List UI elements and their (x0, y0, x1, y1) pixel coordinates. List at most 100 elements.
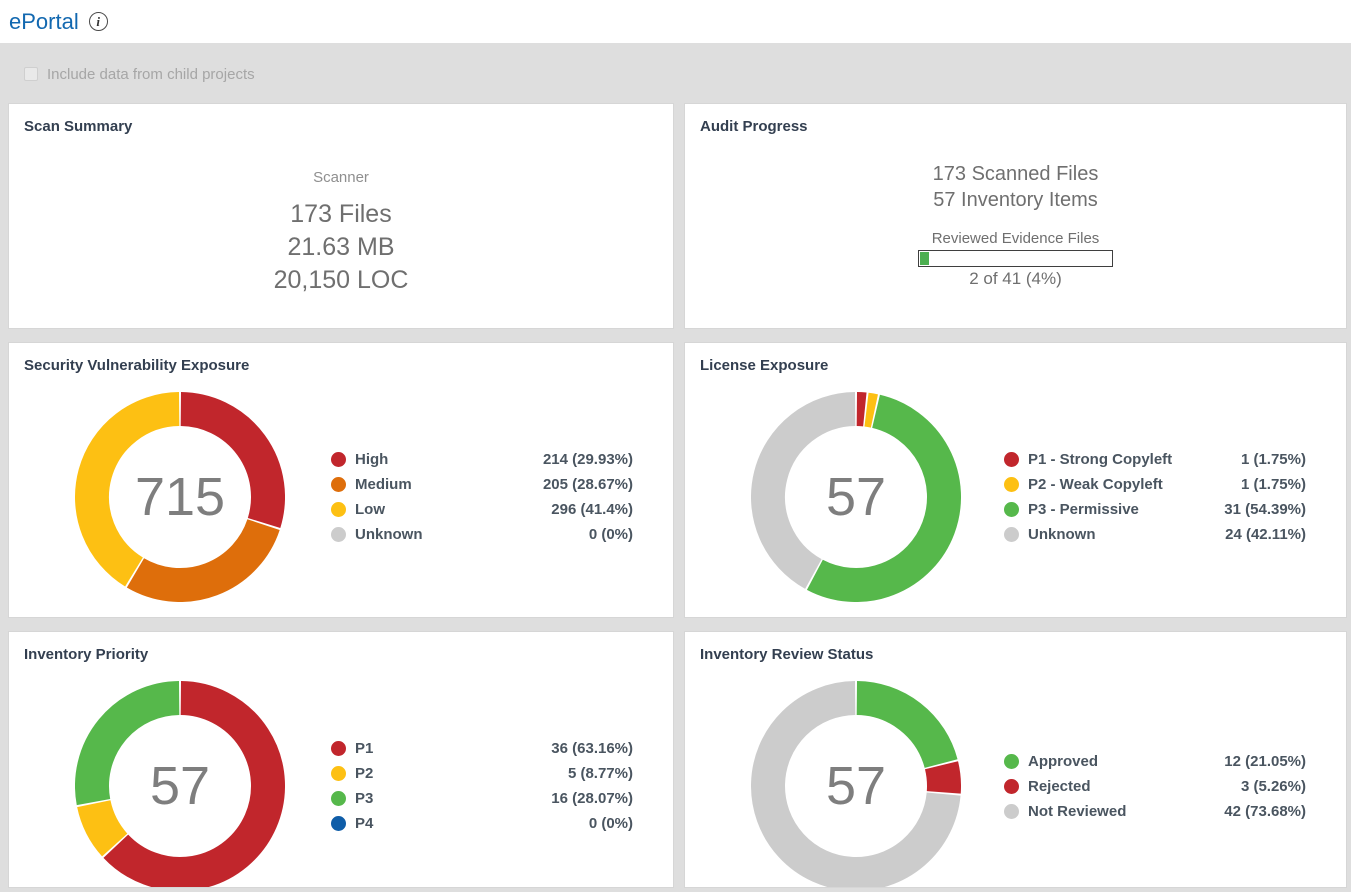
legend-row: P2 5 (8.77%) (331, 762, 633, 786)
legend-dot-icon (1004, 803, 1019, 819)
donut-segment-p2[interactable] (77, 799, 128, 857)
legend-dot-icon (331, 766, 346, 781)
license-exposure-panel: License Exposure 57 P1 - Strong Copyleft… (684, 342, 1347, 618)
donut-segment-low[interactable] (75, 392, 180, 587)
reviewed-evidence-label: Reviewed Evidence Files (931, 230, 1100, 247)
donut-segment-medium[interactable] (126, 518, 280, 602)
inventory-priority-panel: Inventory Priority 57 P1 36 (63.16%) P2 5 (… (8, 631, 674, 888)
legend-row: Rejected 3 (5.26%) (1004, 774, 1306, 798)
legend-row: High 214 (29.93%) (331, 448, 633, 472)
inventory-items-value: 57 Inventory Items (933, 189, 1098, 211)
inventory-review-title: Inventory Review Status (700, 646, 874, 663)
donut-segment-not-reviewed[interactable] (751, 681, 961, 887)
legend-row: P3 - Permissive 31 (54.39%) (1004, 498, 1306, 522)
legend-row: P2 - Weak Copyleft 1 (1.75%) (1004, 473, 1306, 497)
security-donut-chart[interactable]: 715 (75, 392, 285, 602)
legend-label: Rejected (1028, 777, 1091, 795)
security-vulnerability-panel: Security Vulnerability Exposure 715 High… (8, 342, 674, 618)
legend-row: Low 296 (41.4%) (331, 498, 633, 522)
legend-label: P1 - Strong Copyleft (1028, 451, 1173, 468)
legend-label: Medium (355, 476, 412, 493)
legend-dot-icon (1004, 753, 1019, 769)
priority-legend: P1 36 (63.16%) P2 5 (8.77%) P3 16 (28.07%) P4 0… (331, 736, 633, 837)
donut-segment-high[interactable] (180, 392, 285, 529)
donut-segment-unknown[interactable] (751, 392, 856, 589)
legend-row: Unknown 24 (42.11%) (1004, 523, 1306, 547)
donut-segment-rejected[interactable] (924, 761, 961, 794)
legend-dot-icon (1004, 778, 1019, 794)
child-projects-filter: Include data from child projects (24, 65, 1351, 83)
legend-label: Not Reviewed (1028, 802, 1127, 820)
progress-fill (920, 252, 930, 265)
scan-loc-value: 20,150 LOC (273, 266, 409, 294)
scan-summary-panel: Scan Summary Scanner 173 Files 21.63 MB … (8, 103, 674, 329)
legend-dot-icon (331, 741, 346, 756)
legend-dot-icon (331, 477, 346, 492)
legend-label: P4 (355, 815, 374, 832)
legend-dot-icon (331, 791, 346, 806)
priority-donut-chart[interactable]: 57 (75, 681, 285, 887)
legend-value: 0 (0%) (588, 526, 633, 543)
legend-value: 5 (8.77%) (567, 765, 633, 782)
page-header: ePortal i (0, 0, 1351, 43)
legend-value: 12 (21.05%) (1224, 752, 1306, 770)
child-projects-label: Include data from child projects (47, 65, 255, 83)
legend-label: Low (355, 501, 385, 518)
legend-label: Unknown (1028, 526, 1096, 543)
legend-row: P4 0 (0%) (331, 812, 633, 836)
audit-progress-title: Audit Progress (700, 118, 808, 135)
inventory-priority-title: Inventory Priority (24, 646, 149, 663)
scan-summary-title: Scan Summary (24, 118, 133, 135)
legend-value: 1 (1.75%) (1240, 451, 1306, 468)
legend-value: 214 (29.93%) (542, 451, 633, 468)
scanned-files-value: 173 Scanned Files (932, 163, 1099, 185)
legend-row: Medium 205 (28.67%) (331, 473, 633, 497)
legend-dot-icon (1004, 527, 1019, 542)
legend-dot-icon (331, 527, 346, 542)
license-exposure-title: License Exposure (700, 357, 829, 374)
scan-files-value: 173 Files (290, 200, 392, 228)
donut-segment-p1[interactable] (103, 681, 285, 887)
legend-value: 205 (28.67%) (542, 476, 633, 493)
audit-progress-panel: Audit Progress 173 Scanned Files 57 Inve… (684, 103, 1347, 329)
security-vulnerability-title: Security Vulnerability Exposure (24, 357, 250, 374)
legend-dot-icon (331, 452, 346, 467)
legend-value: 296 (41.4%) (551, 501, 633, 518)
legend-value: 36 (63.16%) (551, 740, 633, 757)
donut-segment-p2-weak-copyleft[interactable] (864, 392, 878, 428)
legend-row: P3 16 (28.07%) (331, 787, 633, 811)
legend-label: P3 (355, 790, 374, 807)
legend-row: P1 - Strong Copyleft 1 (1.75%) (1004, 448, 1306, 472)
legend-value: 42 (73.68%) (1224, 802, 1306, 820)
legend-row: Unknown 0 (0%) (331, 523, 633, 547)
scanner-label: Scanner (313, 169, 369, 186)
legend-value: 31 (54.39%) (1224, 501, 1306, 518)
review-legend: Approved 12 (21.05%) Rejected 3 (5.26%) Not … (1004, 748, 1306, 824)
license-donut-chart[interactable]: 57 (751, 392, 961, 602)
donut-segment-approved[interactable] (856, 681, 958, 769)
reviewed-evidence-progressbar (918, 250, 1113, 267)
legend-label: High (355, 451, 389, 468)
legend-value: 24 (42.11%) (1225, 526, 1306, 543)
child-projects-checkbox[interactable] (24, 67, 38, 81)
legend-dot-icon (331, 816, 346, 831)
donut-segment-p3-permissive[interactable] (806, 394, 961, 602)
legend-label: Approved (1028, 752, 1099, 770)
page-title: ePortal (9, 8, 79, 34)
review-donut-chart[interactable]: 57 (751, 681, 961, 887)
info-icon[interactable]: i (88, 12, 108, 31)
legend-value: 3 (5.26%) (1240, 777, 1306, 795)
legend-value: 1 (1.75%) (1240, 476, 1306, 493)
legend-label: Unknown (355, 526, 423, 543)
legend-row: Not Reviewed 42 (73.68%) (1004, 799, 1306, 823)
legend-row: Approved 12 (21.05%) (1004, 749, 1306, 773)
legend-label: P2 - Weak Copyleft (1028, 476, 1163, 493)
legend-value: 16 (28.07%) (551, 790, 633, 807)
legend-label: P1 (355, 740, 374, 757)
security-legend: High 214 (29.93%) Medium 205 (28.67%) Low 296… (331, 447, 633, 548)
donut-segment-p3[interactable] (75, 681, 180, 806)
license-legend: P1 - Strong Copyleft 1 (1.75%) P2 - Weak C… (1004, 447, 1306, 548)
scan-size-value: 21.63 MB (287, 233, 395, 261)
legend-row: P1 36 (63.16%) (331, 737, 633, 761)
dashboard-area: Include data from child projects Scan Su… (0, 43, 1351, 892)
